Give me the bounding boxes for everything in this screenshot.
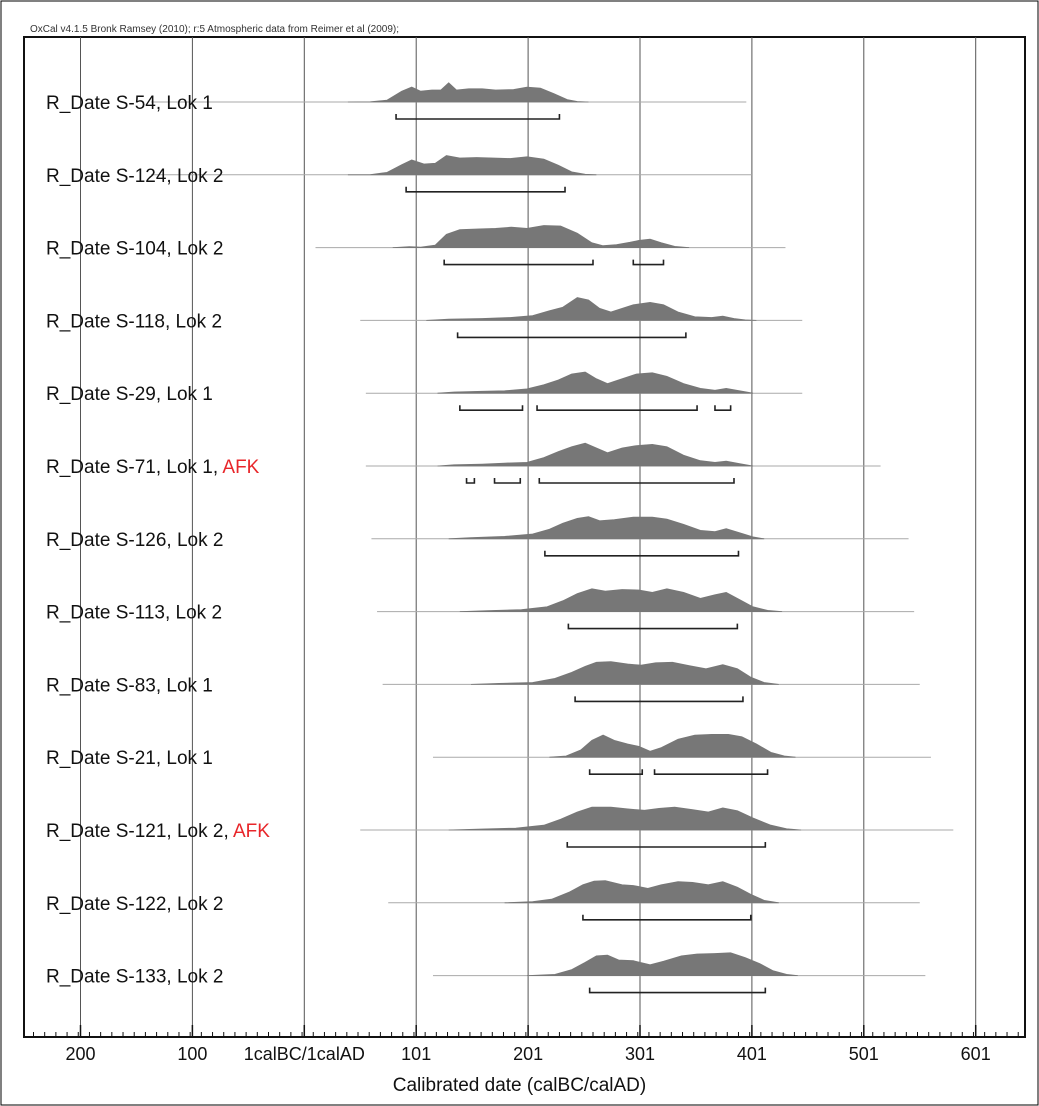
hpd-range-bracket <box>714 405 732 411</box>
tick-label: 201 <box>513 1044 543 1064</box>
hpd-range-bracket <box>456 332 687 339</box>
tick-label: 200 <box>65 1044 95 1064</box>
software-credit: OxCal v4.1.5 Bronk Ramsey (2010); r:5 At… <box>30 24 400 35</box>
series-label: R_Date S-21, Lok 1 <box>46 748 213 769</box>
probability-distribution <box>470 661 779 685</box>
series-label: R_Date S-122, Lok 2 <box>46 894 223 915</box>
series-label: R_Date S-124, Lok 2 <box>46 166 223 187</box>
probability-distribution <box>448 516 765 540</box>
x-axis-title: Calibrated date (calBC/calAD) <box>392 1075 647 1096</box>
series-label: R_Date S-29, Lok 1 <box>46 384 213 405</box>
hpd-range-bracket <box>395 114 561 120</box>
probability-distribution <box>448 806 802 831</box>
hpd-range-bracket <box>459 405 524 411</box>
afk-flag: AFK <box>222 457 259 478</box>
probability-distribution <box>459 588 783 612</box>
series-label: R_Date S-71, Lok 1, AFK <box>46 457 260 478</box>
hpd-range-bracket <box>536 405 698 411</box>
probability-distribution <box>549 734 796 758</box>
tick-label: 100 <box>177 1044 207 1064</box>
hpd-range-bracket <box>544 550 740 557</box>
hpd-range-bracket <box>493 478 522 484</box>
series-label: R_Date S-133, Lok 2 <box>46 967 223 988</box>
tick-label: 101 <box>401 1044 431 1064</box>
probability-distribution <box>504 880 779 904</box>
hpd-range-bracket <box>538 478 735 484</box>
series-label: R_Date S-113, Lok 2 <box>46 603 222 624</box>
tick-label: 1calBC/1calAD <box>244 1044 365 1064</box>
tick-label: 501 <box>849 1044 879 1064</box>
series-label: R_Date S-118, Lok 2 <box>46 311 222 332</box>
tick-label: 301 <box>625 1044 655 1064</box>
hpd-range-bracket <box>465 478 476 484</box>
series-label: R_Date S-83, Lok 1 <box>46 675 213 696</box>
hpd-range-bracket <box>574 696 744 703</box>
probability-distribution <box>392 225 690 248</box>
probability-distribution <box>437 371 754 394</box>
hpd-range-bracket <box>443 259 594 266</box>
probability-distribution <box>526 952 798 976</box>
hpd-range-bracket <box>588 769 644 775</box>
afk-flag: AFK <box>233 821 270 842</box>
series-label: R_Date S-121, Lok 2, AFK <box>46 821 270 842</box>
probability-distribution <box>347 155 597 176</box>
series-label: R_Date S-104, Lok 2 <box>46 239 223 260</box>
hpd-range-bracket <box>405 186 566 193</box>
hpd-range-bracket <box>582 914 752 921</box>
series-label: R_Date S-126, Lok 2 <box>46 530 223 551</box>
probability-distribution <box>347 82 589 103</box>
hpd-range-bracket <box>566 842 767 848</box>
hpd-range-bracket <box>653 769 769 775</box>
probability-distribution <box>426 297 757 321</box>
hpd-range-bracket <box>588 987 767 994</box>
tick-label: 601 <box>961 1044 991 1064</box>
hpd-range-bracket <box>567 623 739 630</box>
hpd-range-bracket <box>632 259 665 266</box>
probability-distribution <box>437 442 754 467</box>
series-label: R_Date S-54, Lok 1 <box>46 93 213 114</box>
tick-label: 401 <box>737 1044 767 1064</box>
